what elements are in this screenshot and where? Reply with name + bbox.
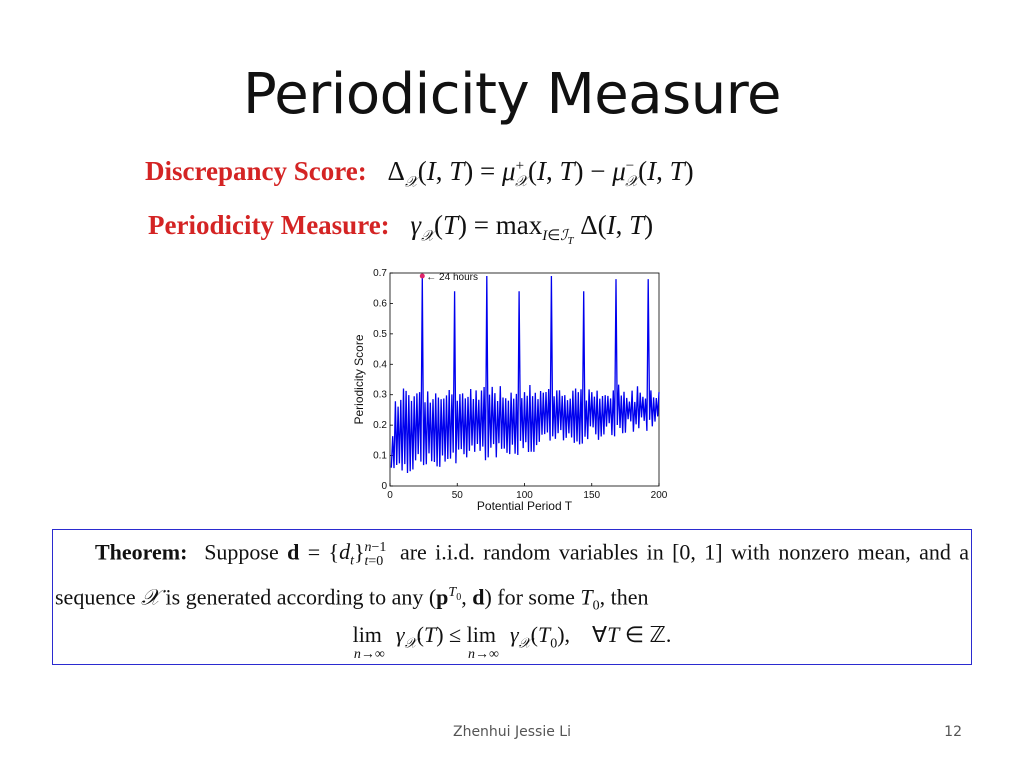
axis-ticks: 0 50 100 150 200 0 0.1 0.2 0.3 0.4 0.5 0.6 0.7 — [373, 268, 668, 501]
theorem-display-equation: limn→∞ γ𝒳(T) ≤ limn→∞ γ𝒳(T0), ∀T ∈ ℤ. — [352, 622, 672, 662]
plot-frame — [389, 272, 660, 487]
y-tick-label: 0.3 — [373, 390, 387, 401]
periodicity-label: Periodicity Measure: — [148, 210, 390, 240]
page-title: Periodicity Measure — [243, 62, 781, 127]
y-tick-label: 0.4 — [373, 359, 387, 370]
periodicity-series-line — [390, 275, 660, 474]
theorem-box: Theorem: Suppose d = {dt}n−1t=0 are i.i.… — [52, 529, 972, 665]
periodicity-chart-svg: 0 50 100 150 200 0 0.1 0.2 0.3 0.4 0.5 0.6 0.7 ← 24 … — [352, 268, 668, 513]
y-tick-label: 0.7 — [373, 268, 387, 279]
discrepancy-expression: Δ𝒳(I, T) = μ+𝒳(I, T) − μ−𝒳(I, T) — [387, 156, 694, 191]
y-tick-label: 0 — [381, 481, 387, 492]
theorem-label: Theorem: — [95, 539, 188, 565]
x-tick-label: 0 — [387, 490, 393, 501]
y-tick-label: 0.6 — [373, 298, 387, 309]
periodicity-expression: γ𝒳(T) = maxI∈ℐT Δ(I, T) — [410, 210, 654, 248]
x-axis-label: Potential Period T — [477, 499, 573, 513]
periodicity-chart: 0 50 100 150 200 0 0.1 0.2 0.3 0.4 0.5 0.6 0.7 ← 24 … — [340, 262, 680, 517]
y-tick-label: 0.5 — [373, 329, 387, 340]
x-tick-label: 100 — [516, 490, 533, 501]
x-tick-label: 150 — [583, 490, 600, 501]
theorem-statement: Theorem: Suppose d = {dt}n−1t=0 are i.i.… — [55, 539, 970, 614]
y-tick-label: 0.1 — [373, 451, 387, 462]
24-hour-annotation: ← 24 hours — [426, 272, 478, 283]
y-tick-label: 0.2 — [373, 420, 387, 431]
discrepancy-formula: Discrepancy Score: Δ𝒳(I, T) = μ+𝒳(I, T) … — [145, 156, 694, 191]
x-tick-label: 50 — [452, 490, 464, 501]
y-axis-label: Periodicity Score — [352, 334, 366, 424]
x-tick-label: 200 — [651, 490, 668, 501]
page-number: 12 — [944, 724, 962, 740]
24-hour-peak-marker — [419, 273, 425, 279]
footer-author: Zhenhui Jessie Li — [452, 724, 571, 740]
discrepancy-label: Discrepancy Score: — [145, 156, 367, 186]
periodicity-formula: Periodicity Measure: γ𝒳(T) = maxI∈ℐT Δ(I… — [148, 210, 653, 247]
